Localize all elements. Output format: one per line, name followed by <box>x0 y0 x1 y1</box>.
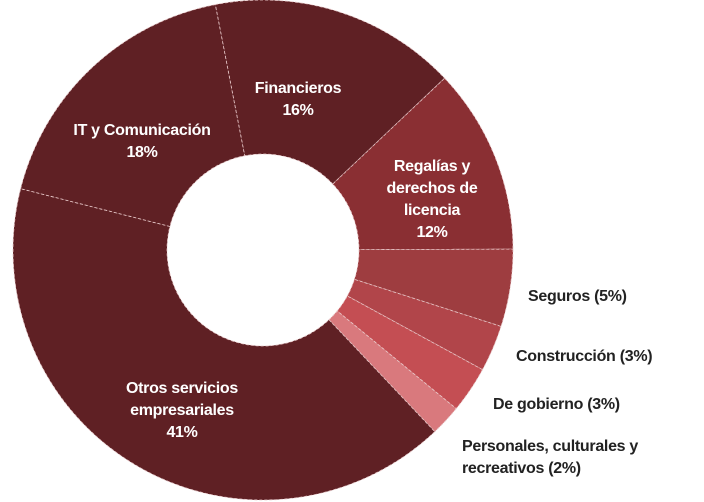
value-label: (2%) <box>548 460 581 477</box>
slice-label: Seguros (5%) <box>528 286 698 308</box>
category-label: Construcción <box>516 348 616 365</box>
slice-label: Construcción (3%) <box>516 346 701 368</box>
category-label: Personales, culturales y recreativos <box>462 438 639 477</box>
category-label: De gobierno <box>493 396 584 413</box>
slice <box>346 278 502 371</box>
category-label: Regalías y derechos de licencia <box>386 158 478 219</box>
value-label: 12% <box>416 224 448 241</box>
slice <box>214 0 446 185</box>
value-label: 41% <box>166 424 198 441</box>
slice-label: Financieros 16% <box>243 78 353 122</box>
slice-label: De gobierno (3%) <box>493 394 693 416</box>
category-label: IT y Comunicación <box>73 122 211 139</box>
slice-label: Personales, culturales y recreativos (2%… <box>462 436 702 480</box>
value-label: 16% <box>282 102 314 119</box>
slice <box>20 4 246 227</box>
slice <box>332 77 514 251</box>
value-label: 18% <box>126 144 158 161</box>
slice-label: Otros servicios empresariales 41% <box>92 378 272 444</box>
value-label: (3%) <box>587 396 620 413</box>
slice-label: Regalías y derechos de licencia 12% <box>372 156 492 244</box>
value-label: (5%) <box>594 288 627 305</box>
category-label: Otros servicios empresariales <box>125 380 238 419</box>
slice <box>353 248 514 327</box>
value-label: (3%) <box>619 348 653 365</box>
slice-label: IT y Comunicación 18% <box>62 120 222 164</box>
slice <box>328 310 457 433</box>
category-label: Financieros <box>254 80 342 97</box>
category-label: Seguros <box>528 288 590 305</box>
slice <box>12 188 436 501</box>
